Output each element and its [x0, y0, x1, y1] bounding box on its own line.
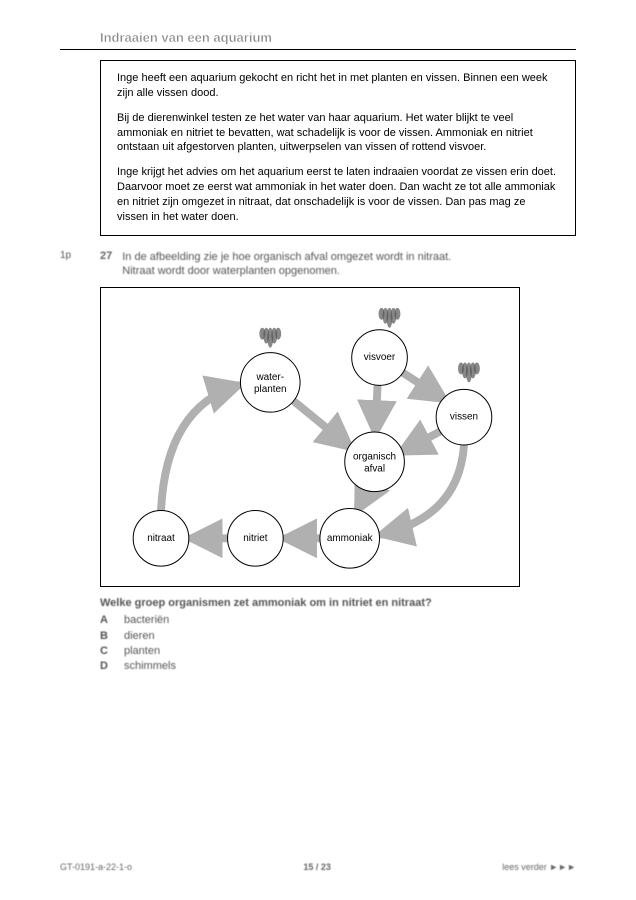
- footer-right: lees verder ►►►: [502, 862, 576, 872]
- page-title: Indraaien van een aquarium: [100, 30, 576, 45]
- answer-text: planten: [124, 644, 160, 659]
- node-label: vissen: [450, 412, 478, 423]
- paragraph: Inge heeft een aquarium gekocht en richt…: [117, 71, 559, 101]
- answer-option: Cplanten: [100, 644, 576, 659]
- paragraph: Bij de dierenwinkel testen ze het water …: [117, 111, 559, 156]
- answer-block: Welke groep organismen zet ammoniak om i…: [100, 597, 576, 675]
- plant-illustration: [379, 308, 401, 328]
- answer-text: dieren: [124, 629, 155, 644]
- node-label: water-: [255, 372, 284, 383]
- diagram-edge: [161, 386, 238, 511]
- node-label: planten: [254, 384, 287, 395]
- answer-option: Abacteriën: [100, 613, 576, 628]
- cycle-diagram: water-planten visvoer vissen organischafval…: [100, 287, 520, 587]
- node-label: ammoniak: [327, 533, 373, 544]
- plant-illustration: [259, 328, 281, 348]
- intro-textbox: Inge heeft een aquarium gekocht en richt…: [100, 60, 576, 236]
- answer-option: Bdieren: [100, 629, 576, 644]
- node-label: nitriet: [243, 533, 268, 544]
- node-label: afval: [364, 464, 385, 475]
- node-label: nitraat: [147, 533, 175, 544]
- title-rule: [60, 49, 576, 50]
- answer-letter: D: [100, 659, 114, 674]
- answer-letter: C: [100, 644, 114, 659]
- question-number: 27: [100, 250, 112, 280]
- diagram-edge: [401, 432, 439, 452]
- diagram-edge: [358, 491, 368, 510]
- page-footer: GT-0191-a-22-1-o 15 / 23 lees verder ►►►: [60, 862, 576, 872]
- answer-text: bacteriën: [124, 613, 169, 628]
- answer-text: schimmels: [124, 659, 176, 674]
- answer-prompt: Welke groep organismen zet ammoniak om i…: [100, 597, 576, 609]
- diagram-edge: [376, 386, 378, 433]
- paragraph: Inge krijgt het advies om het aquarium e…: [117, 165, 559, 224]
- question-text: In de afbeelding zie je hoe organisch af…: [122, 250, 576, 280]
- node-label: visvoer: [364, 352, 396, 363]
- answer-letter: B: [100, 629, 114, 644]
- footer-page: 15 / 23: [303, 862, 331, 872]
- answer-letter: A: [100, 613, 114, 628]
- question-row: 1p 27 In de afbeelding zie je hoe organi…: [60, 250, 576, 280]
- footer-left: GT-0191-a-22-1-o: [60, 862, 132, 872]
- diagram-edge: [295, 403, 350, 448]
- plant-illustration: [458, 363, 480, 383]
- question-marker: 1p: [60, 250, 90, 280]
- answer-option: Dschimmels: [100, 659, 576, 674]
- question-line: In de afbeelding zie je hoe organisch af…: [122, 251, 451, 263]
- question-line: Nitraat wordt door waterplanten opgenome…: [122, 265, 340, 277]
- node-label: organisch: [353, 452, 396, 463]
- diagram-edge: [402, 373, 444, 400]
